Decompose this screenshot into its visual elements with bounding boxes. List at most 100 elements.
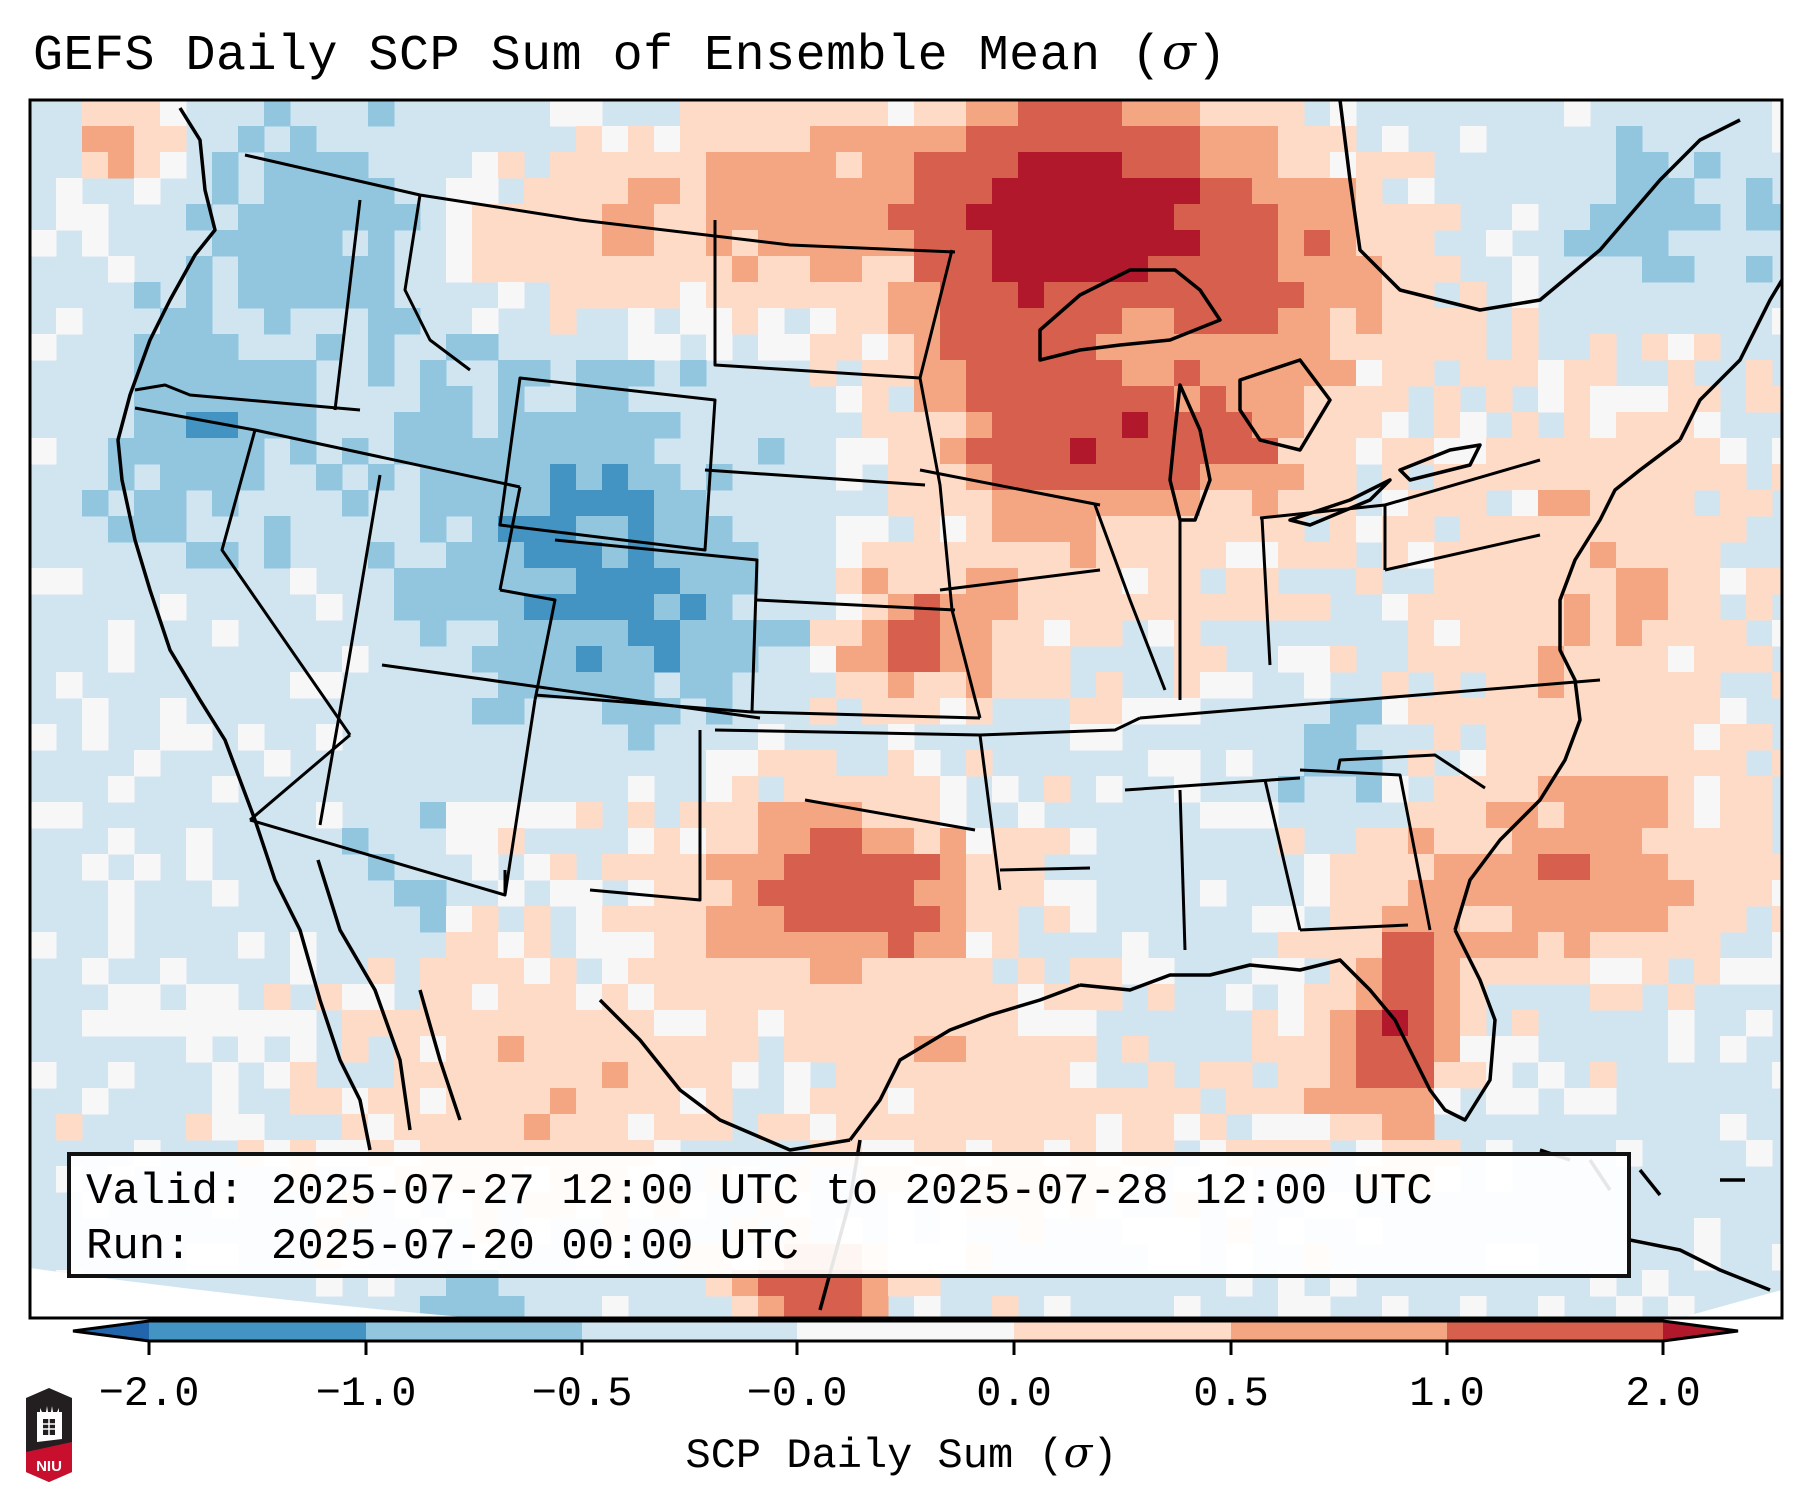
heatmap-cell [1382, 1088, 1409, 1115]
heatmap-cell [1460, 1010, 1487, 1037]
heatmap-cell [810, 958, 837, 985]
heatmap-cell [628, 516, 655, 543]
heatmap-cell [1538, 360, 1565, 387]
heatmap-cell [758, 282, 785, 309]
heatmap-cell [1044, 412, 1071, 439]
heatmap-cell [1616, 828, 1643, 855]
heatmap-cell [992, 516, 1019, 543]
heatmap-cell [1304, 984, 1331, 1011]
heatmap-cell [134, 750, 161, 777]
heatmap-cell [1590, 776, 1617, 803]
heatmap-cell [1746, 828, 1773, 855]
heatmap-cell [1694, 932, 1721, 959]
heatmap-cell [1746, 178, 1773, 205]
heatmap-cell [264, 516, 291, 543]
heatmap-cell [1772, 620, 1782, 647]
heatmap-cell [108, 932, 135, 959]
heatmap-cell [1096, 464, 1123, 491]
heatmap-cell [56, 672, 83, 699]
heatmap-cell [758, 750, 785, 777]
heatmap-cell [992, 308, 1019, 335]
heatmap-cell [1148, 282, 1175, 309]
heatmap-cell [1486, 516, 1513, 543]
heatmap-cell [56, 568, 83, 595]
heatmap-cell [290, 1010, 317, 1037]
heatmap-cell [316, 594, 343, 621]
heatmap-cell [524, 464, 551, 491]
heatmap-cell [1460, 1062, 1487, 1089]
heatmap-cell [680, 958, 707, 985]
heatmap-cell [1174, 464, 1201, 491]
heatmap-cell [1434, 802, 1461, 829]
heatmap-cell [264, 984, 291, 1011]
heatmap-cell [1330, 646, 1357, 673]
heatmap-cell [394, 594, 421, 621]
heatmap-cell [628, 672, 655, 699]
heatmap-cell [446, 542, 473, 569]
heatmap-cell [550, 1088, 577, 1115]
heatmap-cell [1434, 724, 1461, 751]
colorbar-tick-label: −2.0 [99, 1370, 200, 1418]
heatmap-cell [810, 282, 837, 309]
heatmap-cell [810, 620, 837, 647]
heatmap-cell [446, 568, 473, 595]
heatmap-cell [1408, 984, 1435, 1011]
heatmap-cell [1044, 126, 1071, 153]
heatmap-cell [1148, 438, 1175, 465]
heatmap-cell [1330, 360, 1357, 387]
heatmap-cell [706, 256, 733, 283]
heatmap-cell [1694, 828, 1721, 855]
heatmap-cell [1018, 1010, 1045, 1037]
heatmap-cell [1174, 646, 1201, 673]
heatmap-cell [1356, 308, 1383, 335]
heatmap-cell [524, 438, 551, 465]
heatmap-cell [576, 542, 603, 569]
heatmap-cell [732, 802, 759, 829]
heatmap-cell [784, 1010, 811, 1037]
heatmap-cell [914, 1010, 941, 1037]
heatmap-cell [862, 958, 889, 985]
heatmap-cell [290, 412, 317, 439]
heatmap-cell [1096, 308, 1123, 335]
heatmap-cell [628, 152, 655, 179]
heatmap-cell [602, 906, 629, 933]
heatmap-cell [1278, 282, 1305, 309]
heatmap-cell [784, 230, 811, 257]
heatmap-cell [212, 880, 239, 907]
heatmap-cell [394, 1062, 421, 1089]
heatmap-cell [1174, 204, 1201, 231]
heatmap-cell [940, 776, 967, 803]
heatmap-cell [1772, 672, 1782, 699]
heatmap-cell [732, 776, 759, 803]
heatmap-cell [1512, 880, 1539, 907]
heatmap-cell [1720, 1036, 1747, 1063]
heatmap-cell [628, 568, 655, 595]
heatmap-cell [1096, 100, 1123, 127]
heatmap-cell [888, 490, 915, 517]
heatmap-cell [1720, 620, 1747, 647]
heatmap-cell [1772, 958, 1782, 985]
heatmap-cell [1226, 152, 1253, 179]
heatmap-cell [498, 594, 525, 621]
heatmap-cell [576, 1088, 603, 1115]
heatmap-cell [1616, 958, 1643, 985]
heatmap-cell [1772, 854, 1782, 881]
heatmap-cell [706, 100, 733, 127]
heatmap-cell [810, 178, 837, 205]
heatmap-cell [706, 204, 733, 231]
heatmap-cell [628, 230, 655, 257]
heatmap-cell [342, 984, 369, 1011]
heatmap-cell [706, 282, 733, 309]
heatmap-cell [1512, 1088, 1539, 1115]
heatmap-cell [1486, 958, 1513, 985]
colorbar-bins [72, 1319, 1739, 1343]
heatmap-cell [446, 828, 473, 855]
heatmap-cell [1694, 750, 1721, 777]
heatmap-cell [1642, 568, 1669, 595]
heatmap-cell [1590, 646, 1617, 673]
heatmap-cell [1564, 802, 1591, 829]
heatmap-cell [1772, 204, 1782, 231]
heatmap-cell [1694, 438, 1721, 465]
heatmap-cell [602, 438, 629, 465]
heatmap-cell [134, 854, 161, 881]
